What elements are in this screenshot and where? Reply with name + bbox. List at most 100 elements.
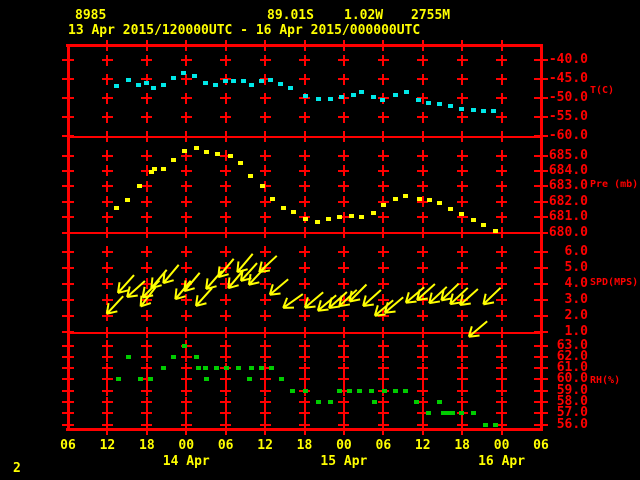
grid-plus-h — [299, 314, 310, 317]
grid-plus-h — [299, 59, 310, 61]
grid-plus-h — [141, 185, 153, 188]
panel-unit-label: T(C) — [590, 85, 615, 96]
time-range-label: 13 Apr 2015/120000UTC - 16 Apr 2015/0000… — [68, 23, 421, 38]
grid-plus-h — [338, 116, 350, 118]
grid-plus-h — [338, 378, 350, 381]
pressure-data-dot — [470, 218, 476, 223]
grid-plus-h — [377, 154, 389, 157]
grid-plus-h — [101, 423, 113, 426]
wind-arrow — [449, 286, 469, 305]
relative_humidity-data-dot — [414, 400, 420, 404]
grid-plus-h — [141, 97, 153, 99]
grid-plus-h — [101, 185, 113, 188]
pressure-data-dot — [148, 170, 154, 175]
pressure-data-dot — [170, 158, 176, 163]
y-tick-dash-right — [534, 423, 548, 426]
y-tick-dash-right — [534, 97, 548, 99]
wind-arrow — [404, 286, 425, 304]
grid-plus-h — [377, 282, 389, 285]
relative_humidity-data-dot — [482, 422, 488, 427]
grid-plus-h — [259, 59, 271, 61]
plot-border-top — [66, 44, 543, 47]
grid-plus-h — [220, 355, 232, 358]
wind-arrow — [373, 299, 394, 317]
grid-plus-h — [180, 78, 192, 80]
pressure-data-dot — [302, 216, 308, 221]
wind-arrow — [482, 286, 502, 306]
pressure-data-dot — [152, 167, 158, 172]
y-tick-dash-left — [62, 389, 74, 392]
grid-plus-h — [180, 367, 192, 370]
y-tick-dash-left — [62, 423, 74, 426]
grid-plus-h — [220, 423, 232, 426]
y-tick-dash-right — [534, 200, 548, 203]
relative_humidity-data-dot — [402, 388, 408, 393]
y-tick-label: 3.0 — [564, 291, 588, 307]
relative_humidity-data-dot — [182, 343, 188, 348]
grid-plus-h — [141, 59, 153, 61]
grid-plus-h — [377, 412, 389, 415]
date-label: 16 Apr — [478, 454, 526, 469]
grid-plus-h — [338, 200, 350, 203]
y-tick-label: 63.0 — [556, 337, 588, 353]
relative_humidity-data-dot — [392, 388, 398, 393]
relative_humidity-data-dot — [327, 400, 333, 404]
grid-plus-h — [338, 412, 350, 415]
grid-plus-h — [496, 169, 508, 172]
grid-plus-h — [259, 185, 271, 188]
grid-plus-h — [377, 401, 389, 403]
grid-plus-h — [417, 314, 429, 317]
grid-plus-h — [417, 412, 429, 415]
grid-plus-h — [141, 216, 153, 219]
panel-unit-label: Pre (mb) — [590, 178, 639, 190]
temperature-data-dot — [160, 83, 166, 88]
grid-plus-h — [141, 401, 153, 403]
x-tick-label: 00 — [336, 438, 352, 453]
y-tick-label: 57.0 — [556, 405, 588, 421]
grid-plus-h — [417, 344, 429, 347]
wind-arrow — [268, 278, 289, 296]
relative_humidity-data-dot — [369, 388, 374, 393]
grid-plus-h — [496, 355, 508, 358]
grid-plus-h — [141, 200, 153, 203]
grid-plus-h — [259, 116, 271, 118]
temperature-data-dot — [259, 79, 265, 84]
grid-plus-h — [259, 412, 271, 415]
grid-plus-h — [496, 266, 508, 269]
grid-plus-h — [299, 298, 310, 301]
y-tick-dash-left — [62, 344, 74, 347]
grid-plus-h — [299, 266, 310, 269]
temperature-data-dot — [135, 82, 141, 87]
temperature-data-dot — [490, 109, 496, 114]
grid-plus-h — [220, 401, 232, 403]
relative_humidity-data-dot — [125, 354, 131, 359]
grid-plus-h — [220, 169, 232, 172]
pressure-data-dot — [381, 202, 387, 207]
grid-plus-h — [101, 298, 113, 301]
grid-plus-h — [456, 355, 468, 358]
y-tick-label: 2.0 — [564, 307, 588, 323]
grid-plus-h — [456, 116, 468, 118]
temperature-data-dot — [426, 100, 432, 105]
relative_humidity-data-dot — [160, 366, 166, 371]
x-tick-label: 12 — [257, 438, 273, 453]
y-tick-label: -55.0 — [548, 109, 588, 124]
grid-plus-h — [220, 314, 232, 317]
temperature-data-dot — [480, 108, 486, 113]
grid-plus-h — [299, 250, 310, 253]
grid-plus-h — [299, 401, 310, 403]
grid-plus-h — [338, 266, 350, 269]
grid-plus-h — [417, 116, 429, 118]
temperature-data-dot — [114, 84, 120, 89]
grid-plus-h — [101, 250, 113, 253]
relative_humidity-data-dot — [289, 388, 295, 393]
grid-plus-h — [456, 401, 468, 403]
y-tick-dash-left — [62, 216, 74, 219]
pressure-data-dot — [259, 184, 265, 189]
y-tick-dash-right — [534, 231, 548, 234]
grid-plus-h — [417, 59, 429, 61]
pressure-data-dot — [193, 145, 199, 150]
pressure-data-dot — [325, 216, 331, 221]
